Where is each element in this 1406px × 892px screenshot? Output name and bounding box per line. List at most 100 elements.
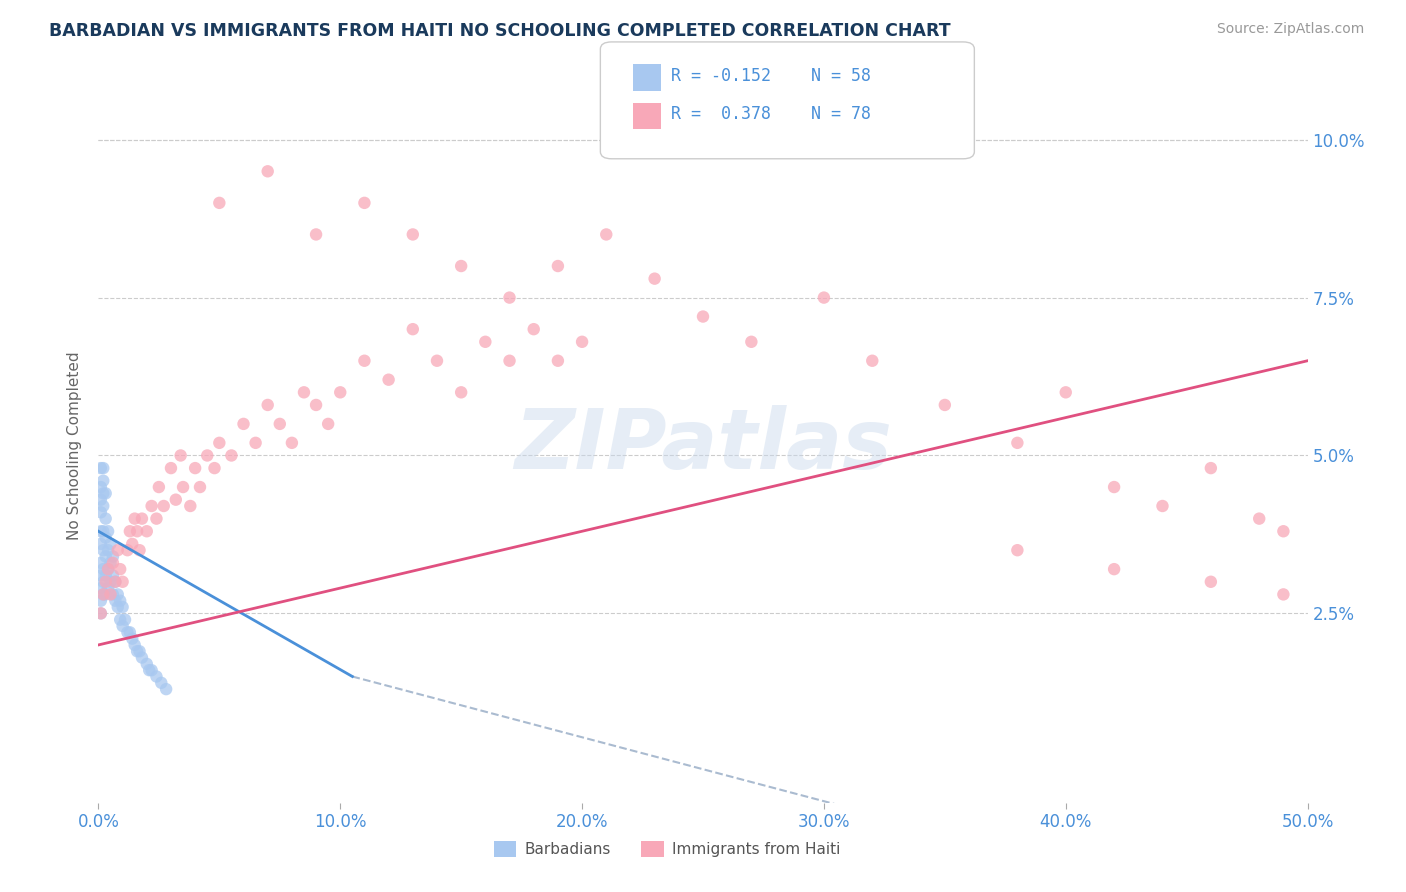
Point	[91, 461, 114, 475]
Text: R = -0.152    N = 58: R = -0.152 N = 58	[671, 67, 870, 85]
Point	[141, 499, 163, 513]
Point	[131, 650, 153, 665]
Point	[1007, 543, 1029, 558]
Point	[188, 480, 211, 494]
Point	[90, 607, 112, 621]
Point	[377, 373, 399, 387]
Point	[547, 353, 569, 368]
Point	[118, 625, 141, 640]
Text: ZIPatlas: ZIPatlas	[515, 406, 891, 486]
Point	[91, 562, 114, 576]
Point	[121, 632, 143, 646]
Point	[117, 543, 139, 558]
Point	[644, 271, 666, 285]
Point	[1199, 461, 1222, 475]
Point	[124, 638, 146, 652]
Point	[94, 511, 117, 525]
Point	[329, 385, 352, 400]
Point	[91, 587, 114, 601]
Point	[107, 600, 129, 615]
Point	[118, 524, 141, 539]
Point	[152, 499, 174, 513]
Point	[232, 417, 254, 431]
Point	[145, 669, 167, 683]
Point	[135, 657, 157, 671]
Point	[498, 353, 520, 368]
Point	[90, 537, 112, 551]
Point	[474, 334, 496, 349]
Point	[91, 474, 114, 488]
Point	[97, 524, 120, 539]
Point	[107, 587, 129, 601]
Point	[281, 435, 304, 450]
Point	[91, 524, 114, 539]
Point	[426, 353, 449, 368]
Point	[305, 227, 328, 242]
Point	[90, 556, 112, 570]
Point	[208, 435, 231, 450]
Point	[117, 625, 139, 640]
Point	[141, 663, 163, 677]
Point	[256, 398, 278, 412]
Point	[100, 537, 122, 551]
Point	[172, 480, 194, 494]
Point	[204, 461, 226, 475]
Point	[934, 398, 956, 412]
Point	[91, 543, 114, 558]
Point	[353, 195, 375, 210]
Point	[94, 568, 117, 582]
Point	[547, 259, 569, 273]
Point	[107, 543, 129, 558]
Point	[1102, 562, 1125, 576]
Point	[108, 613, 131, 627]
Point	[208, 195, 231, 210]
Point	[221, 449, 243, 463]
Point	[104, 574, 127, 589]
Point	[292, 385, 315, 400]
Text: R =  0.378    N = 78: R = 0.378 N = 78	[671, 105, 870, 123]
Point	[94, 486, 117, 500]
Point	[353, 353, 375, 368]
Point	[90, 480, 112, 494]
Point	[94, 587, 117, 601]
Point	[97, 581, 120, 595]
Point	[450, 385, 472, 400]
Point	[860, 353, 883, 368]
Point	[101, 568, 124, 582]
Point	[101, 587, 124, 601]
Point	[91, 486, 114, 500]
Point	[90, 505, 112, 519]
Point	[813, 291, 835, 305]
Point	[108, 562, 131, 576]
Point	[150, 675, 173, 690]
Legend: Barbadians, Immigrants from Haiti: Barbadians, Immigrants from Haiti	[488, 835, 846, 863]
Point	[195, 449, 218, 463]
Point	[184, 461, 207, 475]
Point	[179, 499, 201, 513]
Point	[571, 334, 593, 349]
Point	[91, 499, 114, 513]
Point	[1272, 524, 1295, 539]
Point	[97, 543, 120, 558]
Point	[256, 164, 278, 178]
Point	[1007, 435, 1029, 450]
Point	[127, 524, 149, 539]
Point	[114, 613, 136, 627]
Point	[100, 556, 122, 570]
Point	[1272, 587, 1295, 601]
Text: BARBADIAN VS IMMIGRANTS FROM HAITI NO SCHOOLING COMPLETED CORRELATION CHART: BARBADIAN VS IMMIGRANTS FROM HAITI NO SC…	[49, 22, 950, 40]
Point	[740, 334, 762, 349]
Point	[155, 682, 177, 697]
Point	[148, 480, 170, 494]
Point	[90, 593, 112, 607]
Point	[104, 574, 127, 589]
Point	[91, 574, 114, 589]
Point	[94, 549, 117, 564]
Point	[498, 291, 520, 305]
Point	[450, 259, 472, 273]
Point	[305, 398, 328, 412]
Point	[128, 644, 150, 658]
Point	[94, 574, 117, 589]
Point	[97, 562, 120, 576]
Point	[100, 574, 122, 589]
